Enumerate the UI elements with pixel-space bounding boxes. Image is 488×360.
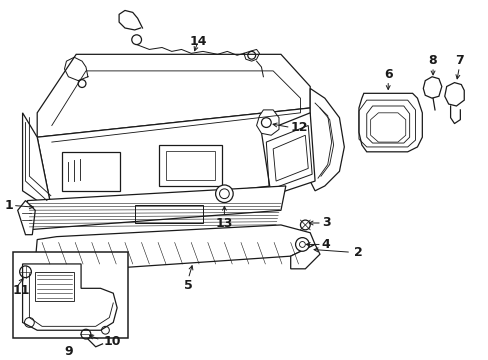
- Bar: [35, 272, 74, 301]
- Polygon shape: [37, 54, 309, 137]
- Text: 12: 12: [290, 121, 307, 134]
- Text: 7: 7: [454, 54, 463, 67]
- Polygon shape: [37, 108, 314, 210]
- Text: 14: 14: [189, 35, 206, 48]
- Text: 8: 8: [428, 54, 436, 67]
- Text: 3: 3: [321, 216, 330, 229]
- Circle shape: [215, 185, 233, 203]
- Polygon shape: [358, 93, 422, 152]
- Polygon shape: [18, 201, 35, 235]
- Bar: [134, 206, 203, 223]
- Text: 9: 9: [64, 345, 73, 358]
- Text: 11: 11: [13, 284, 30, 297]
- Circle shape: [300, 220, 309, 230]
- Text: 5: 5: [183, 279, 192, 292]
- Text: 10: 10: [103, 336, 121, 348]
- Polygon shape: [290, 244, 319, 269]
- Text: 2: 2: [353, 246, 362, 259]
- Polygon shape: [27, 186, 285, 230]
- Circle shape: [295, 238, 308, 251]
- Bar: [13, 252, 128, 338]
- Text: 4: 4: [321, 238, 330, 251]
- Polygon shape: [35, 225, 314, 272]
- Polygon shape: [261, 113, 314, 196]
- Polygon shape: [309, 89, 344, 191]
- Bar: [61, 152, 120, 191]
- Text: 1: 1: [4, 199, 13, 212]
- Polygon shape: [22, 264, 117, 330]
- Bar: [159, 145, 222, 186]
- Polygon shape: [444, 82, 463, 106]
- Polygon shape: [423, 77, 441, 98]
- Text: 6: 6: [383, 68, 392, 81]
- Bar: [165, 151, 214, 180]
- Text: 13: 13: [215, 217, 233, 230]
- Polygon shape: [22, 113, 52, 210]
- Polygon shape: [256, 110, 279, 135]
